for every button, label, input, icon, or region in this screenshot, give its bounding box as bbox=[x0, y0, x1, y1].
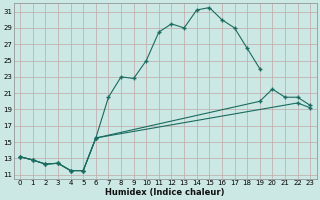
X-axis label: Humidex (Indice chaleur): Humidex (Indice chaleur) bbox=[106, 188, 225, 197]
